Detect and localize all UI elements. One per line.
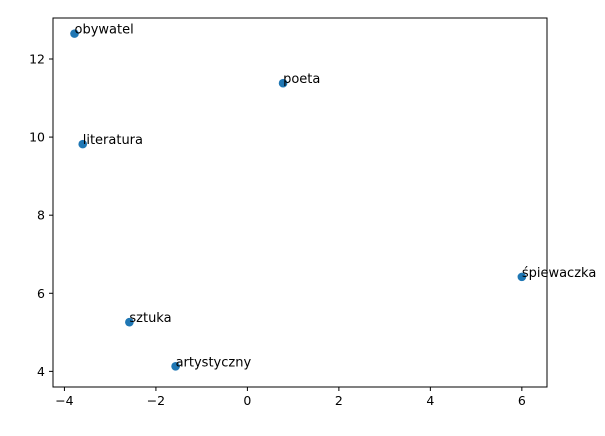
axes-frame [52,17,548,388]
y-tick-label: 8 [37,208,45,223]
point-label: literatura [83,133,143,148]
x-tick-label: 2 [335,393,343,408]
data-point [70,29,79,38]
chart-marks: obywatel poeta literatura śpiewaczka sztuka a… [70,23,596,371]
x-tick-label: 0 [243,393,251,408]
x-tick-label: 4 [426,393,434,408]
point-label: artystyczny [176,355,252,370]
y-tick-label: 4 [37,364,45,379]
point-label: sztuka [129,311,171,326]
y-tick-label: 10 [29,130,45,145]
data-point [125,317,134,327]
y-tick-label: 6 [37,286,45,301]
x-axis: −4 −2 0 2 4 6 [55,387,526,408]
point-label: śpiewaczka [522,266,596,281]
x-tick-label: 6 [518,393,526,408]
y-tick-label: 12 [29,52,45,67]
x-tick-label: −2 [147,393,165,408]
y-axis: 4 6 8 10 12 [29,52,53,379]
point-label: poeta [283,72,320,87]
x-tick-label: −4 [55,393,73,408]
data-point [171,362,180,371]
data-point [278,78,288,88]
data-point [78,139,88,149]
data-point [517,272,527,282]
point-label: obywatel [74,23,133,38]
